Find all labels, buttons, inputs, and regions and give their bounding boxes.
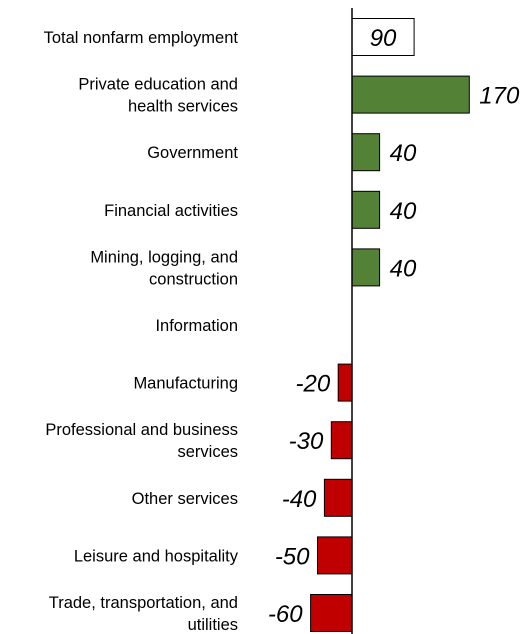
category-label-line: services [177,443,238,461]
value-label: 90 [370,25,397,52]
category-label-line: Professional and business [45,421,238,439]
category-label-line: health services [128,98,238,116]
category-label-line: Manufacturing [133,375,238,393]
category-label: Mining, logging, and construction [90,248,238,288]
category-label: Government [147,144,238,162]
value-label: 170 [479,83,520,110]
bar-positive [351,248,381,287]
value-label: -30 [289,428,324,455]
category-label-line: utilities [188,616,238,634]
category-label: Other services [132,490,238,508]
category-label: Private education and health services [78,76,238,116]
category-label: Information [155,317,238,335]
value-label: 40 [390,198,417,225]
bar-negative [317,536,353,575]
category-label: Manufacturing [133,375,238,393]
category-label-line: Financial activities [104,202,238,220]
category-label-line: Leisure and hospitality [74,547,239,565]
value-label: 40 [390,140,417,167]
category-label-line: Private education and [78,76,238,94]
category-label-line: Total nonfarm employment [44,29,239,47]
value-label: -50 [275,543,310,570]
bar-positive [351,133,381,172]
bar-positive [351,190,381,229]
value-label: 40 [390,255,417,282]
category-label-line: Mining, logging, and [90,248,238,266]
category-label: Financial activities [104,202,238,220]
category-label-line: Information [155,317,238,335]
category-label-line: Trade, transportation, and [49,594,238,612]
category-label: Leisure and hospitality [74,547,239,565]
bar-negative [330,421,353,460]
value-label: -40 [282,486,317,513]
value-label: -60 [268,601,303,628]
category-label-line: construction [149,270,238,288]
category-label: Trade, transportation, and utilities [49,594,238,634]
category-label-line: Government [147,144,238,162]
bar-negative [310,594,353,632]
bar-total [351,18,415,56]
category-label: Total nonfarm employment [44,29,239,47]
category-label-group: Total nonfarm employment Private educatio… [44,29,239,634]
category-label: Professional and business services [45,421,238,461]
bar-negative [323,478,353,517]
value-label-group: 90 170 40 40 40 -20 -30 -40 -50 -60 [268,25,520,628]
value-label: -20 [296,371,331,398]
bar-negative [337,363,353,402]
bar-group [310,18,470,632]
category-label-line: Other services [132,490,238,508]
bar-positive [351,75,470,114]
